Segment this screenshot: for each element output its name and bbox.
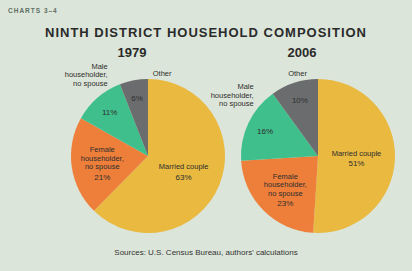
pie-title: 1979 bbox=[118, 45, 147, 60]
slice-name-line: no spouse bbox=[73, 79, 108, 88]
data-label: 23% bbox=[277, 199, 293, 208]
slice-name: Other bbox=[288, 69, 307, 78]
slice-labels: Married couple 63% Femalehouseholder,no sp… bbox=[65, 62, 209, 182]
title: NINTH DISTRICT HOUSEHOLD COMPOSITION bbox=[45, 25, 367, 40]
slice-name-line: Married couple bbox=[159, 162, 209, 171]
chart-number: CHARTS 3–4 bbox=[8, 7, 58, 14]
pie-slice bbox=[241, 156, 318, 233]
pie-slice bbox=[120, 79, 148, 156]
slice-name: Married couple bbox=[159, 162, 209, 171]
slice-name: Femalehouseholder,no spouse bbox=[264, 172, 307, 198]
slice-name-line: Married couple bbox=[332, 149, 382, 158]
chart-canvas: CHARTS 3–4 NINTH DISTRICT HOUSEHOLD COMPO… bbox=[0, 0, 412, 271]
pie-chart: 1979 Married couple 63% Femalehouseholder,n… bbox=[65, 45, 225, 233]
data-label: 63% bbox=[176, 173, 192, 182]
pie-slice bbox=[313, 79, 395, 233]
page: {"header": {"label": "CHARTS 3–4", "titl… bbox=[0, 0, 412, 271]
slice-name-line: no spouse bbox=[85, 162, 120, 171]
slice-name-line: no spouse bbox=[268, 189, 303, 198]
slices bbox=[241, 79, 395, 233]
data-label: 51% bbox=[348, 159, 364, 168]
pie-title: 2006 bbox=[288, 45, 317, 60]
slice-name: Married couple bbox=[332, 149, 382, 158]
data-label: 21% bbox=[94, 173, 110, 182]
data-label: 6% bbox=[131, 94, 143, 103]
slice-name-line: Other bbox=[153, 69, 172, 78]
data-label: 11% bbox=[102, 108, 117, 117]
data-label: 16% bbox=[257, 127, 273, 136]
pie-slice bbox=[273, 79, 318, 156]
slice-labels: Married couple51% Femalehouseholder,no sp… bbox=[211, 69, 382, 208]
source-note: Sources: U.S. Census Bureau, authors' ca… bbox=[114, 248, 297, 257]
slice-name: Malehouseholder,no spouse bbox=[211, 82, 254, 108]
slice-name-line: no spouse bbox=[219, 99, 254, 108]
slice-name: Other bbox=[153, 69, 172, 78]
pie-chart: 2006 Married couple51% Femalehouseholder,n… bbox=[211, 45, 395, 233]
slice-name-line: Other bbox=[288, 69, 307, 78]
slice-name: Malehouseholder,no spouse bbox=[65, 62, 108, 88]
slice-name: Femalehouseholder,no spouse bbox=[81, 145, 124, 171]
data-label: 10% bbox=[292, 96, 308, 105]
slices bbox=[71, 79, 225, 233]
